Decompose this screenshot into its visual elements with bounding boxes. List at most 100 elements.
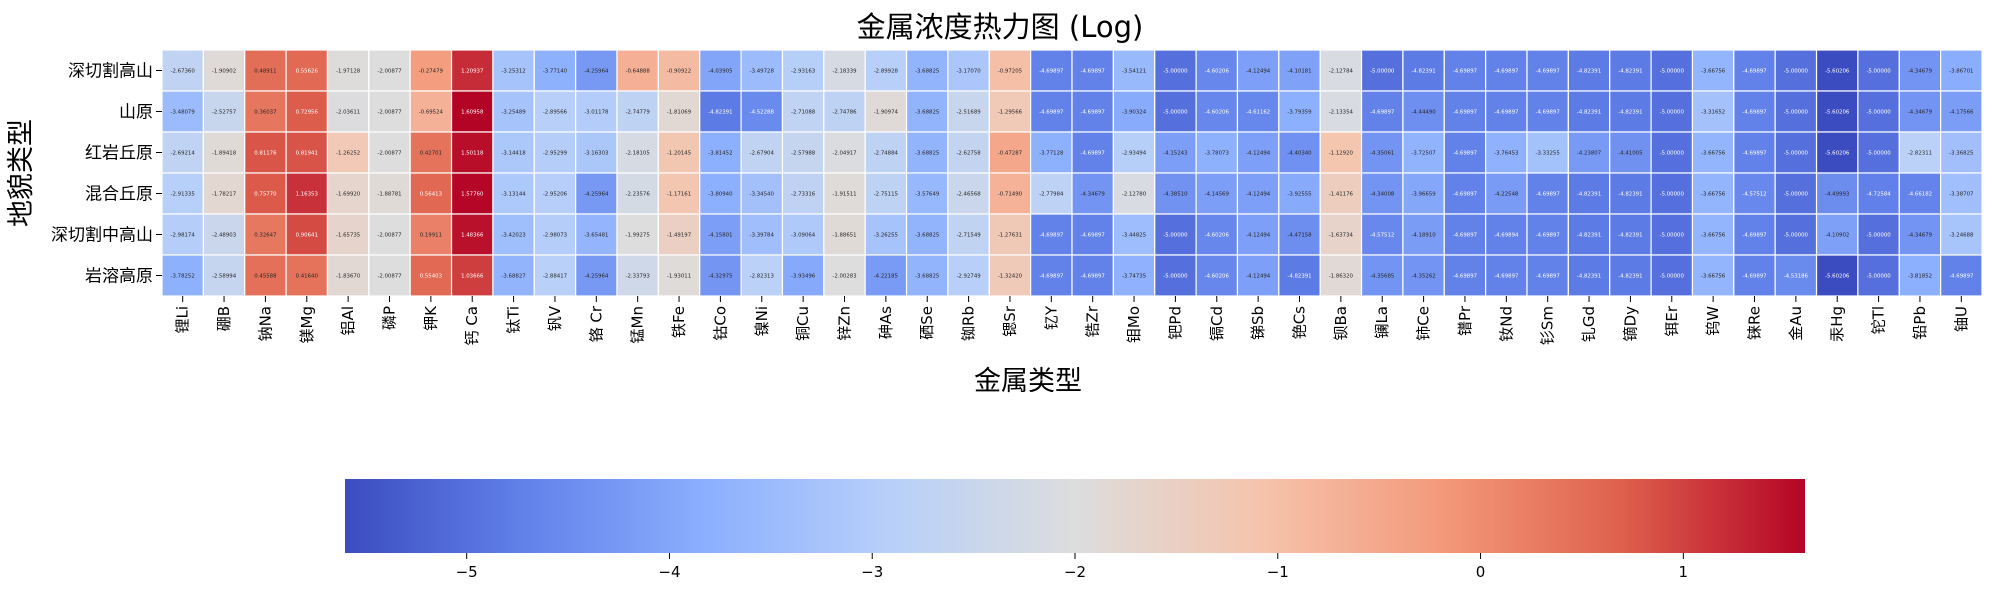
cell-value-label: -4.69897 [1453,110,1477,116]
colorbar-tick-label: −1 [1267,563,1289,581]
cell-value-label: -4.69897 [1742,233,1766,239]
column-label: 铒Er [1663,305,1681,336]
cell-value-label: -4.69897 [1536,69,1560,75]
cell-value-label: -4.25964 [584,69,609,75]
cell-value-label: -2.13354 [1329,110,1354,116]
cell-value-label: 0.81941 [296,151,318,157]
cell-value-label: -5.60206 [1825,274,1850,280]
heatmap-cell [409,90,453,133]
heatmap-cell [657,172,701,215]
cell-value-label: -2.75115 [874,192,898,198]
cell-value-label: -3.68825 [915,69,939,75]
cell-value-label: -2.23576 [626,192,651,198]
cell-value-label: 1.03666 [461,274,484,280]
cell-value-label: -3.68825 [915,151,939,157]
row-label: 深切割中高山 [51,226,153,246]
cell-value-label: -4.69897 [1536,110,1560,116]
heatmap-cell [533,49,577,92]
heatmap-cell [988,213,1032,256]
column-label: 钨W [1704,306,1722,336]
cell-value-label: -4.69897 [1742,274,1766,280]
column-label: 铝Al [339,306,357,335]
heatmap-cell [244,131,287,174]
heatmap-cell [1774,254,1818,297]
heatmap-cell [1443,90,1487,133]
column-label: 硒Se [918,306,936,340]
heatmap-cell [1815,172,1859,215]
heatmap-cell [1898,213,1942,256]
cell-value-label: -4.44490 [1411,110,1436,116]
cell-value-label: -4.69897 [1081,151,1105,157]
cell-value-label: -5.00000 [1660,192,1685,198]
cell-value-label: -4.69897 [1949,274,1973,280]
heatmap-cell [823,90,866,133]
cell-value-label: -3.34540 [750,192,775,198]
cell-value-label: -3.81452 [708,151,732,157]
cell-value-label: -0.90922 [667,69,691,75]
heatmap-cell [1112,90,1156,133]
cell-value-label: -2.73316 [791,192,816,198]
cell-value-label: -2.92749 [956,274,981,280]
cell-value-label: 1.57760 [461,192,484,198]
cell-value-label: -1.81069 [667,110,692,116]
heatmap-cell [1650,254,1694,297]
cell-value-label: -4.10181 [1287,69,1311,75]
cell-value-label: -2.52757 [212,110,236,116]
cell-value-label: -4.12494 [1246,233,1271,239]
colorbar-tick-label: −2 [1064,563,1086,581]
heatmap-cell [533,131,577,174]
column-label: 镨Pr [1456,305,1474,336]
cell-value-label: -2.89566 [543,110,568,116]
cell-value-label: -3.36825 [1949,151,1973,157]
cell-value-label: -4.53186 [1784,274,1809,280]
column-label: 锶Sr [1001,305,1019,337]
cell-value-label: 0.45588 [254,274,277,280]
cell-value-label: -2.71088 [791,110,816,116]
heatmap-cell [1815,90,1859,133]
heatmap-cell [1360,254,1404,297]
cell-value-label: -4.82391 [1618,192,1642,198]
heatmap-cell [1485,131,1528,174]
cell-value-label: -4.57512 [1742,192,1766,198]
heatmap-cell [740,172,784,215]
cell-value-label: -0.71490 [998,192,1023,198]
colorbar [345,479,1805,553]
cell-value-label: -1.91511 [832,192,856,198]
heatmap-cell [947,131,990,174]
heatmap-cell [781,49,825,92]
column-label: 砷As [877,306,895,339]
cell-value-label: -4.72584 [1866,192,1891,198]
cell-value-label: -1.27631 [998,233,1022,239]
column-label: 磷P [381,306,399,330]
cell-value-label: -4.34008 [1370,192,1395,198]
heatmap-cell [244,213,287,256]
cell-value-label: -2.77984 [1039,192,1064,198]
heatmap-cell [1030,131,1073,174]
heatmap-cell [823,254,866,297]
cell-value-label: -4.60206 [1205,110,1230,116]
cell-value-label: -5.00000 [1866,110,1891,116]
column-label: 钼Mo [1125,306,1143,343]
heatmap-cell [161,90,204,133]
cell-value-label: -1.89418 [212,151,237,157]
heatmap-cell [575,213,618,256]
cell-value-label: -0.69524 [419,110,444,116]
cell-value-label: -3.74735 [1122,274,1146,280]
cell-value-label: -5.60206 [1825,110,1850,116]
cell-value-label: -4.35262 [1411,274,1435,280]
cell-value-label: -3.68825 [915,233,939,239]
heatmap-cell [1071,213,1114,256]
column-label: 铼Re [1746,306,1764,340]
cell-value-label: -2.93163 [791,69,815,75]
cell-value-label: -4.69897 [1081,274,1105,280]
cell-value-label: -2.04917 [832,151,856,157]
cell-value-label: -4.69894 [1494,233,1519,239]
cell-value-label: -2.91335 [171,192,195,198]
cell-value-label: -2.98073 [543,233,567,239]
cell-value-label: -4.82391 [1618,233,1642,239]
cell-value-label: -5.00000 [1866,151,1891,157]
heatmap-cell [740,254,784,297]
colorbar-tick-label: 1 [1679,563,1689,581]
heatmap-cell [1443,131,1487,174]
cell-value-label: -3.77128 [1039,151,1064,157]
